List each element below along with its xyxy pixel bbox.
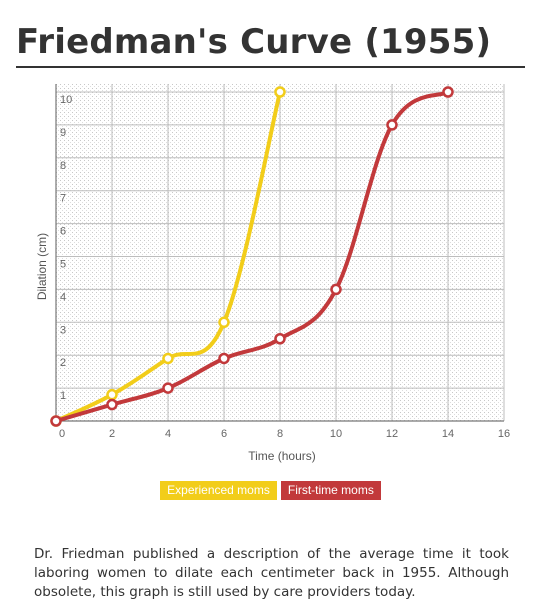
data-point-first-time-moms xyxy=(274,333,286,345)
x-tick-label: 16 xyxy=(498,428,510,440)
chart-legend: Experienced moms First-time moms xyxy=(0,481,541,500)
y-tick-label: 10 xyxy=(60,94,72,106)
x-tick-label: 2 xyxy=(109,428,115,440)
y-tick-label: 2 xyxy=(60,357,66,369)
data-point-experienced-moms xyxy=(162,352,174,365)
x-tick-label: 0 xyxy=(59,428,65,440)
y-tick-label: 8 xyxy=(60,160,66,172)
data-point-first-time-moms xyxy=(50,415,62,427)
data-point-first-time-moms xyxy=(442,86,454,98)
x-tick-label: 10 xyxy=(330,428,342,440)
y-tick-label: 3 xyxy=(60,324,66,336)
y-axis-label: Dilation (cm) xyxy=(35,233,49,300)
title-divider xyxy=(16,66,525,68)
series-first-time-moms xyxy=(50,86,454,427)
legend-item-experienced-moms: Experienced moms xyxy=(160,481,277,500)
y-tick-label: 7 xyxy=(60,193,66,205)
y-tick-labels: 1 2 3 4 5 6 7 8 9 10 xyxy=(60,94,72,402)
grid-lines xyxy=(56,84,505,421)
data-point-experienced-moms xyxy=(106,388,118,401)
x-tick-label: 14 xyxy=(442,428,454,440)
x-tick-label: 6 xyxy=(221,428,227,440)
x-tick-labels: 0 2 4 6 8 10 12 14 16 xyxy=(59,428,510,440)
axes xyxy=(55,84,504,422)
legend-item-first-time-moms: First-time moms xyxy=(280,481,381,500)
y-tick-label: 4 xyxy=(60,291,66,303)
page-title: Friedman's Curve (1955) xyxy=(16,22,492,62)
y-tick-label: 6 xyxy=(60,226,66,238)
data-point-first-time-moms xyxy=(106,398,118,411)
data-point-first-time-moms xyxy=(162,382,174,394)
series-layer xyxy=(50,86,454,427)
x-tick-label: 8 xyxy=(277,428,283,440)
y-tick-label: 9 xyxy=(60,127,66,139)
data-point-experienced-moms xyxy=(274,86,286,98)
data-point-first-time-moms xyxy=(218,352,230,365)
x-tick-label: 4 xyxy=(165,428,171,440)
y-tick-label: 5 xyxy=(60,259,66,271)
chart-caption: Dr. Friedman published a description of … xyxy=(34,545,509,600)
data-point-first-time-moms xyxy=(330,283,342,296)
y-tick-label: 1 xyxy=(60,390,66,402)
data-point-experienced-moms xyxy=(218,316,230,329)
x-tick-label: 12 xyxy=(386,428,398,440)
data-point-first-time-moms xyxy=(386,119,398,131)
x-axis-label: Time (hours) xyxy=(248,449,316,463)
